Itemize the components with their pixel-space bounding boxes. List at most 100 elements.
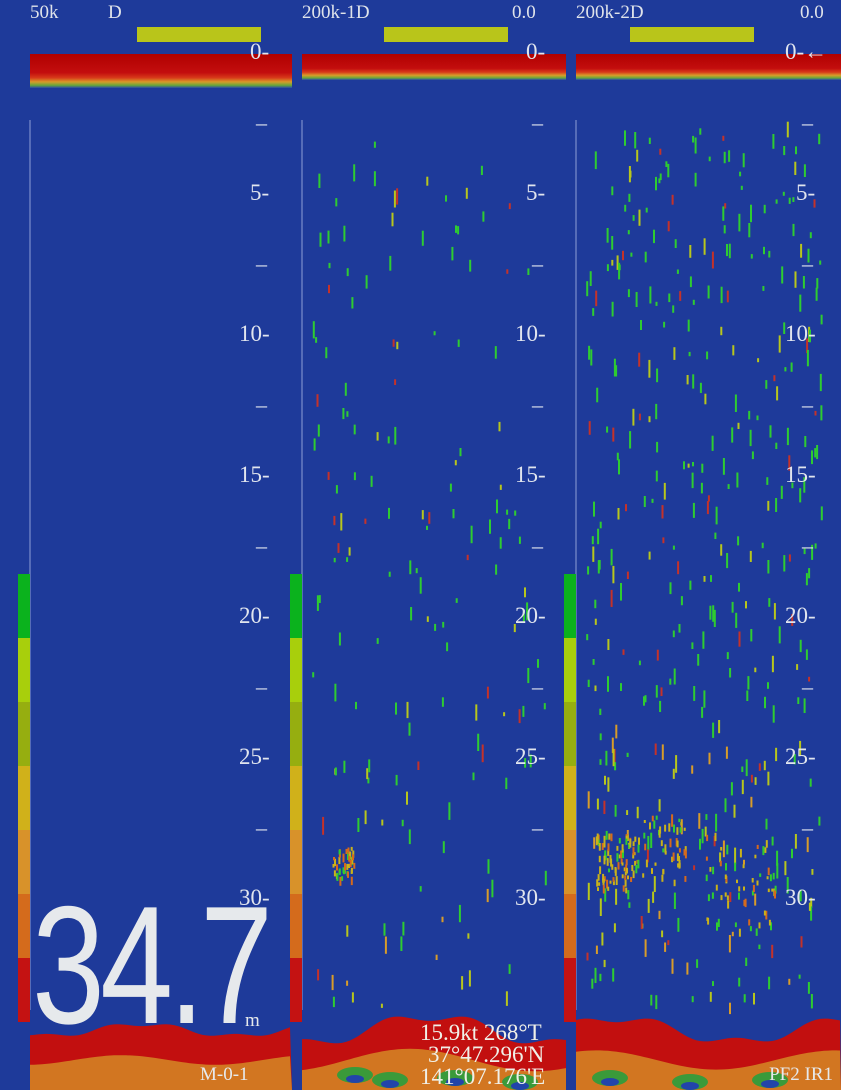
echo-mark [334, 767, 337, 776]
fish-school-mark [598, 843, 601, 851]
echo-mark [815, 287, 818, 301]
echo-mark [722, 840, 725, 858]
echo-mark [702, 631, 705, 649]
echo-mark [355, 701, 357, 710]
fish-school-mark [719, 860, 722, 867]
echo-mark [401, 819, 404, 827]
echo-mark [648, 359, 651, 378]
echo-mark [729, 892, 732, 902]
echo-mark [763, 204, 766, 214]
echo-mark [332, 996, 335, 1008]
echo-mark [601, 932, 604, 946]
echo-mark [594, 151, 597, 170]
echo-mark [393, 190, 396, 208]
echo-mark [713, 835, 716, 847]
depth-minor-tick: – [802, 814, 813, 840]
mode-label: D [108, 2, 122, 23]
echo-mark [803, 548, 806, 555]
echo-mark [591, 536, 594, 545]
echo-mark [588, 345, 591, 360]
echo-mark [810, 994, 813, 1009]
depth-tick-label: 5- [796, 180, 816, 205]
echo-mark [686, 962, 689, 975]
echo-mark [726, 553, 729, 569]
echo-mark [627, 230, 630, 235]
echo-mark [800, 936, 803, 948]
echo-mark [767, 500, 770, 511]
echo-mark [489, 519, 491, 534]
echo-mark [415, 568, 418, 574]
fish-school-mark [651, 868, 653, 874]
echo-mark [783, 322, 786, 334]
echo-mark [615, 365, 618, 377]
depth-tick-label: 25- [515, 744, 546, 769]
fish-school-mark [333, 857, 335, 861]
echo-mark [595, 945, 598, 954]
echo-mark [620, 683, 622, 691]
depth-tick-label: 10- [785, 321, 816, 346]
echo-mark [757, 358, 760, 363]
echo-mark [441, 916, 444, 923]
seabed-inner-echo [30, 1055, 292, 1090]
echo-mark [495, 564, 498, 575]
echo-mark [389, 255, 392, 271]
echo-mark [646, 849, 649, 863]
fish-school-mark [658, 830, 661, 838]
echo-mark [748, 410, 751, 420]
fish-school-mark [726, 895, 729, 901]
echo-mark [616, 255, 619, 270]
fish-school-mark [632, 841, 635, 847]
echo-mark [616, 452, 619, 461]
fish-school-mark [706, 917, 709, 921]
echo-mark [594, 685, 597, 692]
echo-mark [809, 778, 812, 787]
echo-mark [626, 571, 629, 579]
fish-school-mark [603, 855, 606, 865]
fish-school-mark [664, 844, 667, 853]
echo-mark [506, 509, 509, 515]
fish-school-mark [603, 876, 606, 882]
echo-mark [624, 130, 626, 146]
echo-mark [612, 565, 615, 584]
echo-mark [655, 995, 658, 1010]
echo-mark [736, 472, 739, 488]
echo-mark [396, 188, 399, 205]
fish-school-mark [632, 847, 635, 856]
gain-bar [630, 27, 754, 42]
echo-mark [673, 892, 676, 909]
echo-mark [741, 779, 744, 795]
fish-school-mark [751, 890, 754, 896]
fish-school-mark [678, 860, 681, 869]
echo-mark [704, 393, 707, 405]
fish-school-mark [611, 864, 614, 870]
echo-mark [518, 536, 521, 544]
fish-school-mark [661, 874, 664, 882]
fish-school-mark [677, 863, 680, 868]
echo-mark [772, 134, 775, 149]
fish-school-mark [668, 823, 671, 832]
echo-mark [676, 269, 679, 274]
echo-mark [373, 141, 376, 148]
echo-mark [739, 171, 742, 177]
fish-school-mark [736, 879, 738, 884]
echo-mark [745, 759, 748, 777]
echo-mark [818, 816, 821, 826]
fish-school-mark [684, 850, 687, 859]
fish-school-mark [624, 879, 627, 887]
echo-mark [454, 460, 457, 466]
echo-mark [754, 893, 757, 906]
echo-mark [656, 649, 659, 661]
depth-minor-tick: – [532, 814, 543, 840]
echo-mark [353, 164, 356, 182]
navigation-readout: 15.9kt 268°T 37°47.296'N 141°07.176'E [420, 1021, 545, 1088]
echo-mark [315, 337, 318, 343]
echo-mark [655, 685, 658, 698]
echo-mark [387, 436, 390, 444]
echo-mark [729, 668, 732, 678]
echo-mark [758, 944, 761, 950]
echo-mark [312, 321, 315, 339]
echo-mark [370, 475, 373, 487]
echo-mark [763, 760, 766, 771]
echo-mark [672, 630, 675, 638]
echo-mark [773, 375, 776, 382]
